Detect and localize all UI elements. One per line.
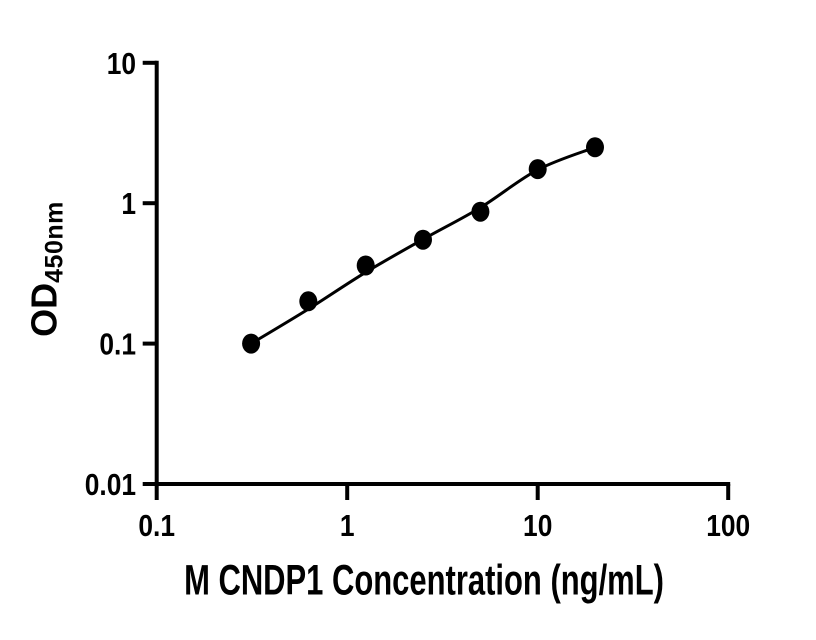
data-point [242,333,261,354]
x-tick-label: 10 [523,509,552,543]
x-tick-label: 100 [706,509,750,543]
y-tick-label: 10 [107,47,136,81]
x-tick-label: 0.1 [138,509,175,543]
y-axis-title: OD450nm [23,201,69,337]
y-axis-title-main: OD [23,282,65,337]
data-point [356,255,375,276]
x-tick-label: 1 [340,509,355,543]
data-point [414,229,432,250]
data-point [586,137,604,158]
y-tick-label: 0.01 [85,468,136,502]
y-tick-label: 1 [121,187,136,221]
data-point [471,201,490,222]
x-axis-title-text: M CNDP1 Concentration (ng/mL) [184,556,664,605]
y-tick-label: 0.1 [99,328,136,362]
data-point [528,159,547,180]
data-point [299,291,318,312]
y-axis-title-subscript: 450nm [40,201,69,283]
x-axis-title: M CNDP1 Concentration (ng/mL) [91,557,757,606]
